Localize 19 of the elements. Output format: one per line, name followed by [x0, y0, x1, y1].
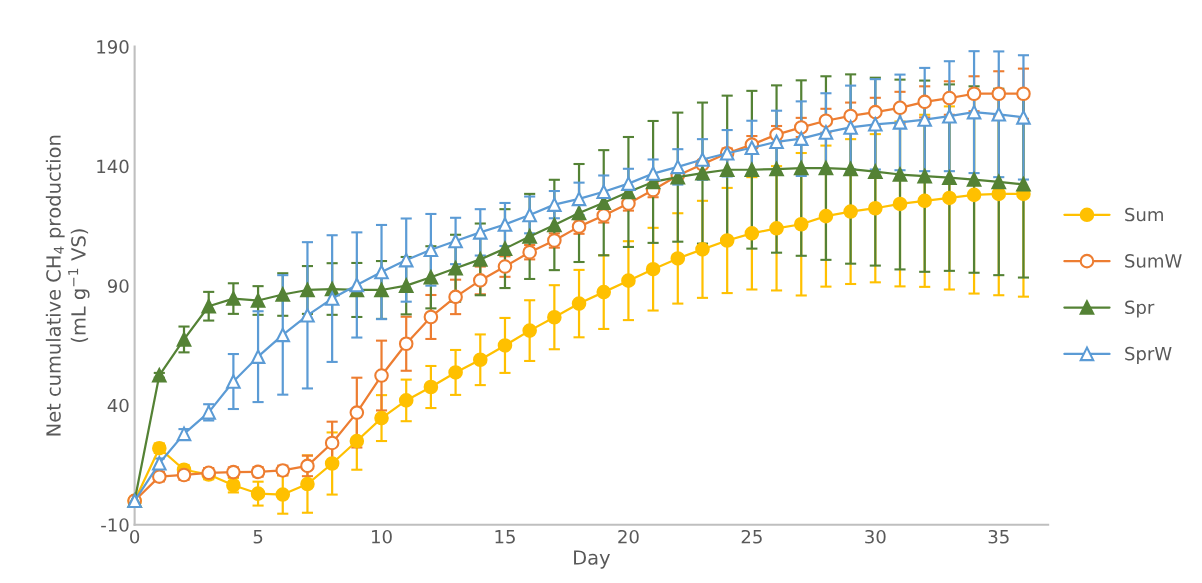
y-tick-label: 90 [107, 279, 129, 293]
legend-label: Sum [1125, 207, 1163, 222]
x-tick-label: 30 [865, 529, 886, 544]
y-tick-label: -10 [101, 518, 129, 532]
y-tick-label: 190 [97, 40, 129, 54]
legend-label: SumW [1125, 254, 1182, 268]
x-tick-label: 15 [495, 530, 515, 544]
x-tick-label: 20 [618, 529, 639, 544]
text: Net cumulative CH$_{4}$ production (mL g$^{−1}$ VS) [45, 135, 90, 436]
legend-label: Spr [1125, 300, 1155, 318]
x-tick-label: 5 [253, 530, 263, 544]
x-axis-title: Day [574, 550, 610, 569]
x-tick-label: 35 [988, 529, 1009, 544]
x-tick-label: 0 [130, 529, 140, 544]
x-tick-label: 10 [372, 529, 392, 544]
legend-label: SprW [1125, 346, 1172, 364]
x-tick-label: 25 [741, 529, 762, 544]
y-tick-label: 40 [107, 398, 129, 413]
y-tick-label: 140 [97, 159, 129, 174]
